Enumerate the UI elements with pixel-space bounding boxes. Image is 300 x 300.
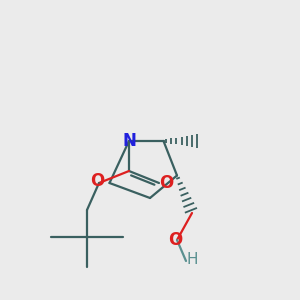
Text: H: H <box>186 252 198 267</box>
Text: O: O <box>90 172 105 190</box>
Text: N: N <box>122 132 136 150</box>
Text: O: O <box>159 174 174 192</box>
Text: O: O <box>168 231 183 249</box>
